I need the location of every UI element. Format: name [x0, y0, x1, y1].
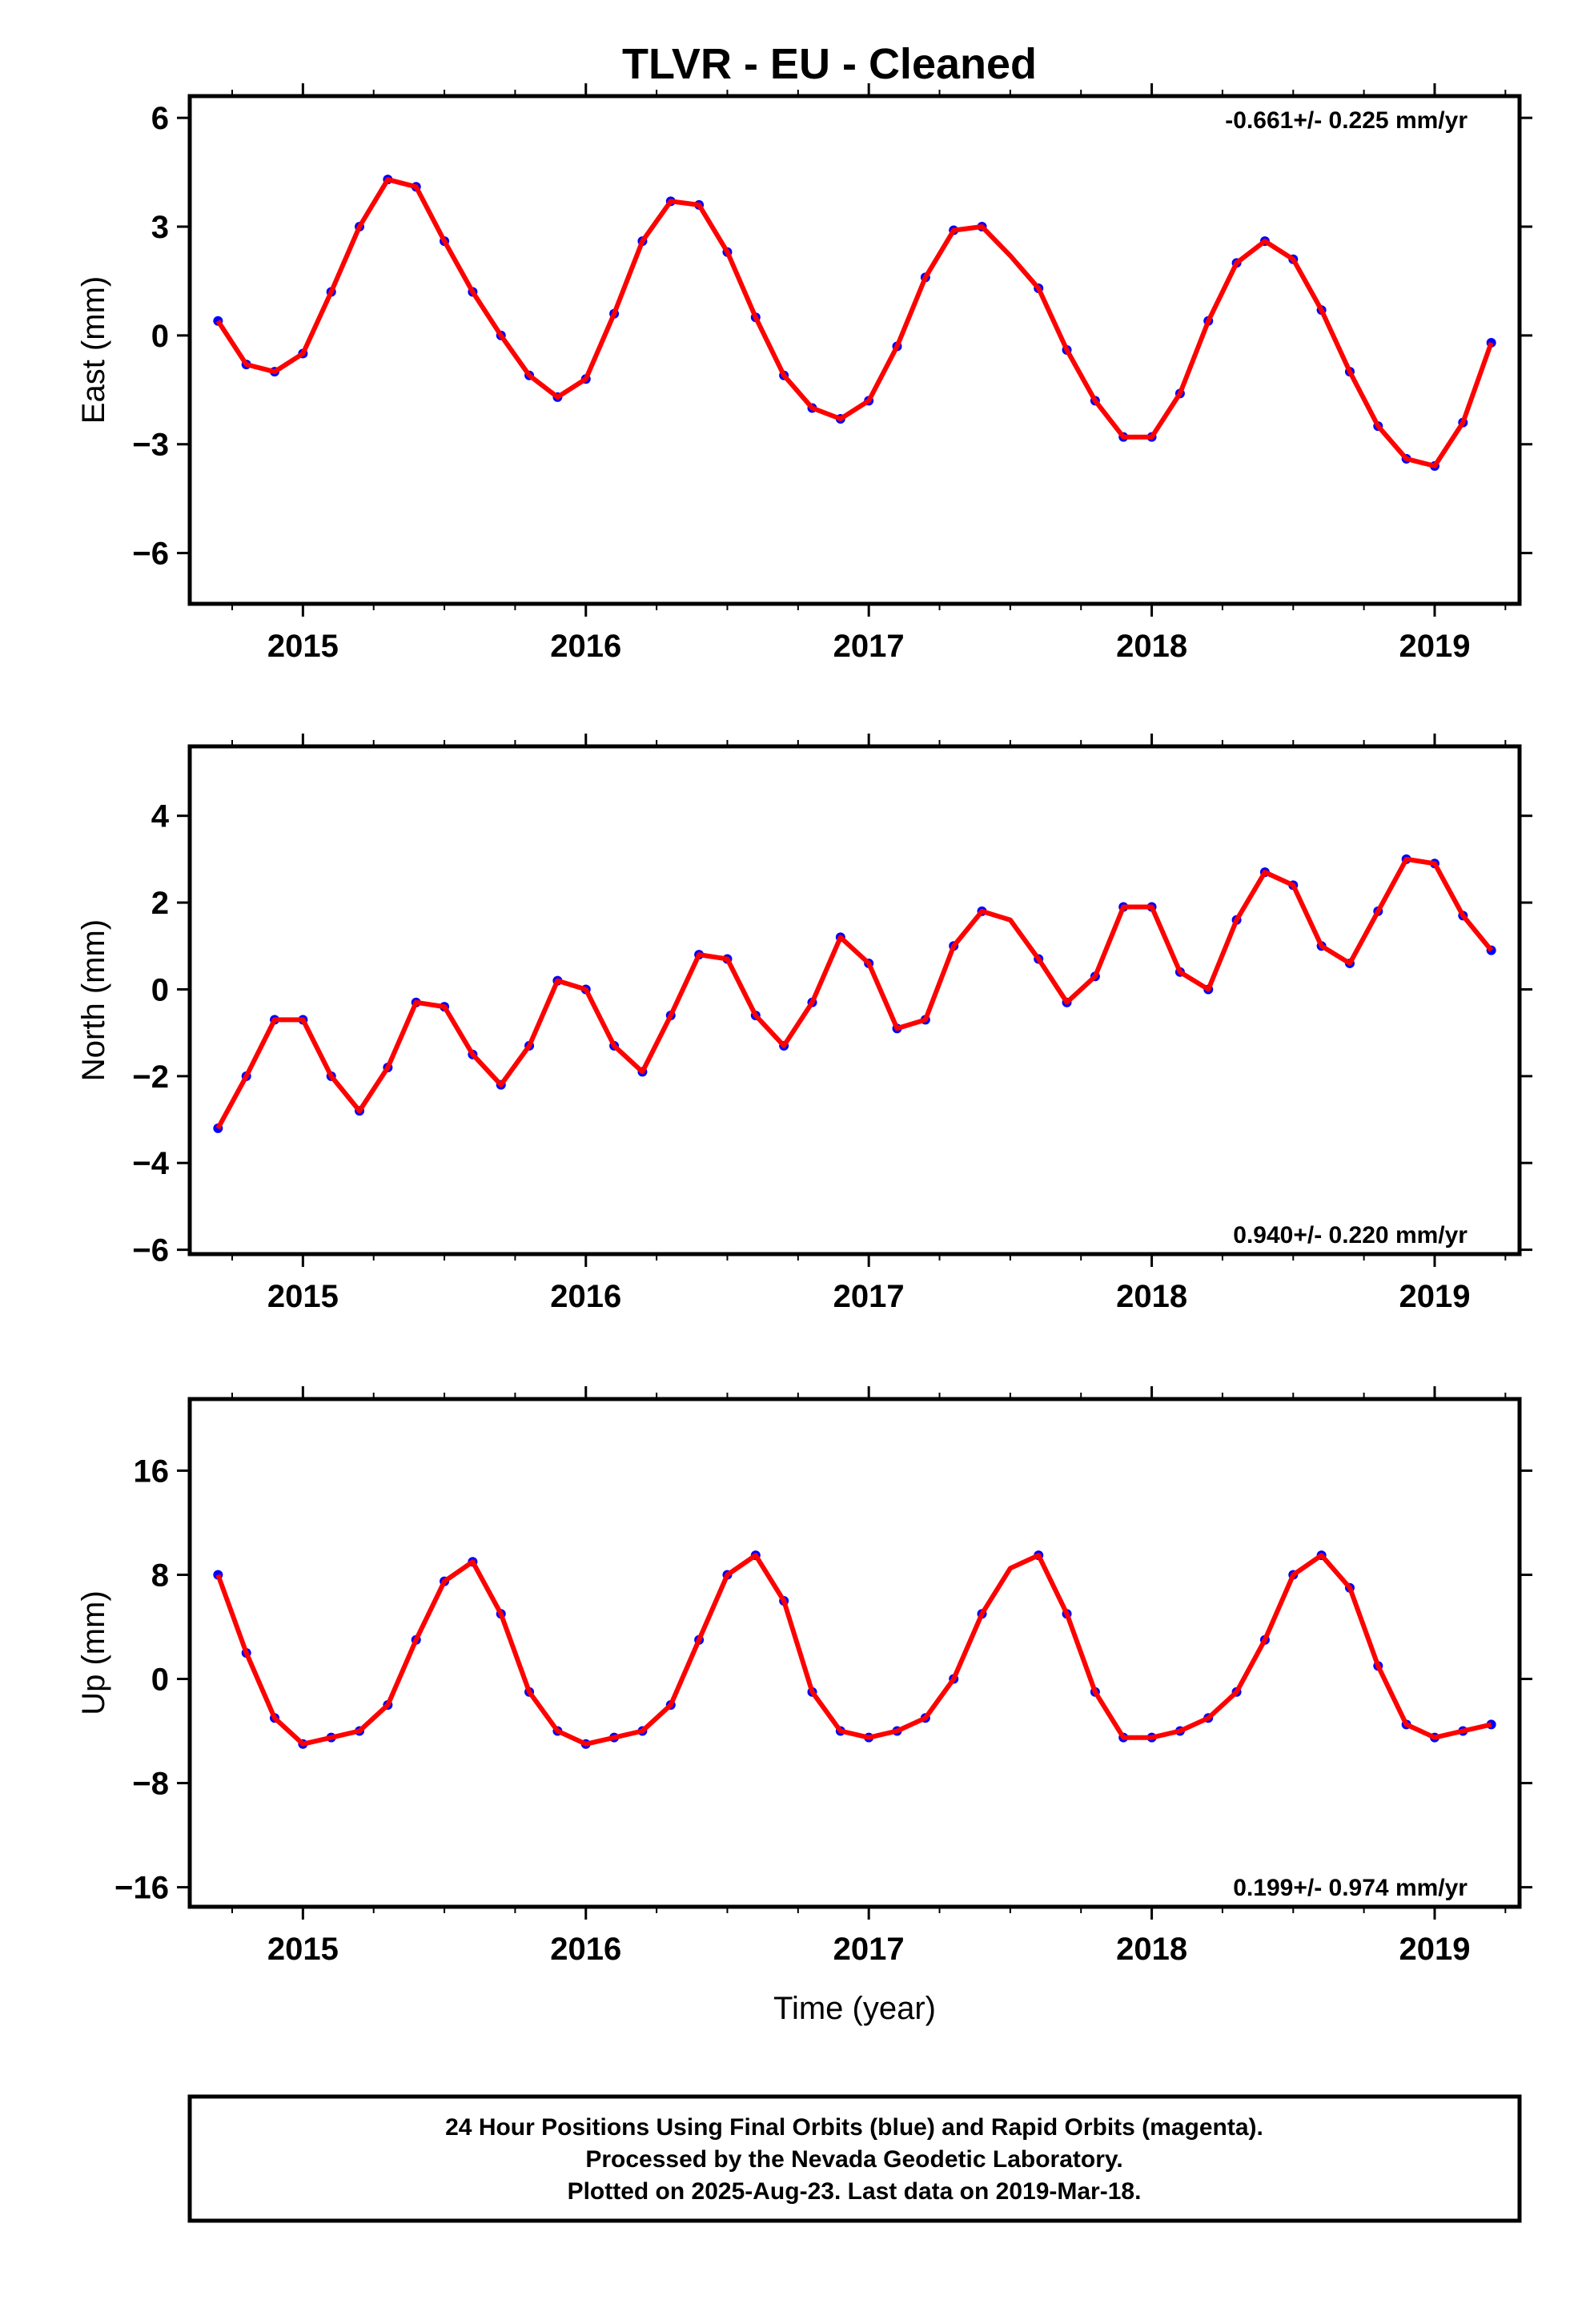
east-x-tick-label: 2015	[267, 629, 339, 664]
north-y-tick-label: 4	[151, 799, 170, 834]
up-rate-annotation: 0.199+/- 0.974 mm/yr	[1233, 1875, 1468, 1901]
figure-title: TLVR - EU - Cleaned	[622, 40, 1037, 88]
north-y-tick-label: −4	[132, 1146, 169, 1181]
east-y-tick-label: −3	[132, 428, 169, 463]
up-y-tick-label: −16	[114, 1871, 169, 1906]
footer-line-2: Processed by the Nevada Geodetic Laborat…	[585, 2146, 1122, 2173]
up-plot-area	[213, 1550, 1496, 1749]
east-y-axis-label: East (mm)	[76, 276, 111, 424]
east-plot-area	[213, 175, 1496, 471]
east-x-tick-label: 2016	[550, 629, 621, 664]
up-y-tick-label: 16	[134, 1454, 170, 1489]
north-x-tick-label: 2016	[550, 1279, 621, 1314]
north-x-tick-label: 2015	[267, 1279, 339, 1314]
east-x-tick-label: 2019	[1399, 629, 1470, 664]
north-rate-annotation: 0.940+/- 0.220 mm/yr	[1233, 1222, 1468, 1248]
up-fit-line	[215, 1553, 1492, 1747]
up-y-tick-label: −8	[132, 1767, 169, 1802]
east-rate-annotation: -0.661+/- 0.225 mm/yr	[1225, 107, 1468, 134]
north-y-tick-label: −2	[132, 1059, 169, 1095]
up-y-tick-label: 8	[151, 1558, 169, 1593]
up-x-tick-label: 2015	[267, 1932, 339, 1967]
east-x-tick-label: 2017	[833, 629, 905, 664]
footer-frame	[187, 2094, 1522, 2223]
north-frame	[187, 744, 1522, 1256]
north-y-axis-label: North (mm)	[76, 919, 111, 1081]
north-x-tick-label: 2019	[1399, 1279, 1470, 1314]
up-x-tick-label: 2019	[1399, 1932, 1470, 1967]
up-x-tick-label: 2017	[833, 1932, 905, 1967]
up-x-tick-label: 2016	[550, 1932, 621, 1967]
up-y-axis-label: Up (mm)	[76, 1590, 111, 1715]
up-x-axis-label: Time (year)	[773, 1991, 936, 2026]
east-y-tick-label: 3	[151, 210, 169, 245]
east-panel: 2015 2016 2017 2018 2019 6 3 0 −3 −6 East (mm) -0.6…	[76, 83, 1532, 664]
east-frame	[187, 94, 1522, 606]
east-y-tick-label: 6	[151, 101, 169, 136]
north-x-tick-label: 2018	[1116, 1279, 1187, 1314]
up-frame	[187, 1397, 1522, 1909]
north-plot-area	[213, 854, 1496, 1133]
north-y-tick-label: −6	[132, 1233, 169, 1269]
north-fit-line	[215, 856, 1494, 1130]
north-y-tick-label: 0	[151, 972, 169, 1007]
north-y-tick-label: 2	[151, 886, 169, 921]
footer-box: 24 Hour Positions Using Final Orbits (bl…	[187, 2094, 1522, 2223]
footer-line-3: Plotted on 2025-Aug-23. Last data on 201…	[568, 2178, 1142, 2205]
east-x-tick-label: 2018	[1116, 629, 1187, 664]
footer-line-1: 24 Hour Positions Using Final Orbits (bl…	[445, 2114, 1263, 2141]
east-y-tick-label: −6	[132, 537, 169, 572]
north-x-tick-label: 2017	[833, 1279, 905, 1314]
east-y-tick-label: 0	[151, 319, 169, 354]
north-panel: 2015 2016 2017 2018 2019 4 2 0 −2 −4 −6 North (mm) 0…	[76, 734, 1532, 1314]
up-y-tick-label: 0	[151, 1663, 169, 1698]
up-panel: 2015 2016 2017 2018 2019 16 8 0 −8 −16 Up (mm) Time…	[76, 1386, 1532, 2026]
east-fit-line	[215, 177, 1494, 468]
up-x-tick-label: 2018	[1116, 1932, 1187, 1967]
